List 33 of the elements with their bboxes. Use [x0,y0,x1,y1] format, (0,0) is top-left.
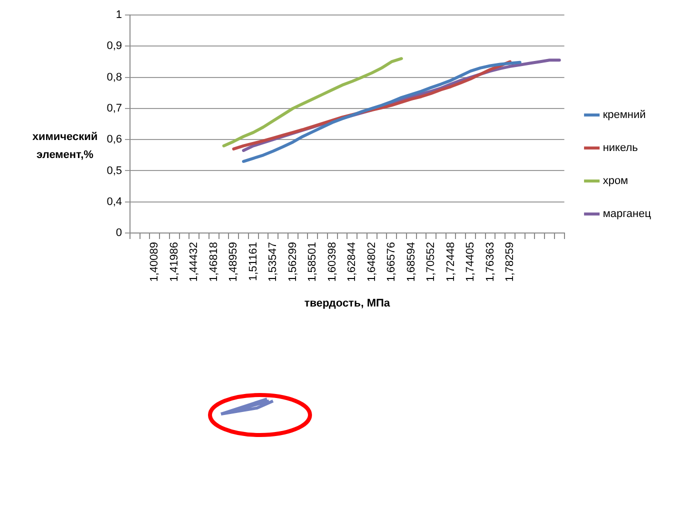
y-axis-title: химический элемент,% [32,130,98,161]
x-tick-label: 1,74405 [464,242,477,282]
y-tick-label: 0 [116,227,122,240]
x-axis-title: твердость, МПа [304,297,391,310]
x-tick-label: 1,64802 [366,242,378,282]
legend-label: никель [602,142,638,154]
x-tick-label: 1,70552 [425,242,438,282]
x-tick-label: 1,58501 [306,242,319,282]
y-tick-label: 0,4 [106,196,122,208]
y-tick-label: 0,5 [106,164,122,177]
y-tick-label: 0,9 [106,40,122,52]
y-tick-label: 0,7 [106,102,122,114]
y-tick-label: 1 [116,9,122,22]
x-tick-label: 1,48959 [228,242,240,282]
x-tick-label: 1,46818 [208,242,220,282]
legend-label: марганец [602,208,652,220]
x-tick-label: 1,44432 [188,242,200,282]
x-tick-label: 1,56299 [286,242,299,282]
x-tick-label: 1,76363 [484,242,496,282]
x-tick-label: 1,66576 [386,242,398,282]
x-tick-label: 1,40089 [148,242,161,282]
x-tick-label: 1,51161 [247,242,260,281]
x-tick-label: 1,72448 [444,242,457,282]
x-tick-label: 1,41986 [168,242,180,282]
x-tick-label: 1,53547 [267,242,280,282]
legend-label: кремний [602,109,646,122]
x-tick-label: 1,68594 [405,242,418,282]
y-tick-label: 0,6 [106,134,122,146]
x-tick-label: 1,62844 [346,242,358,282]
x-tick-label: 1,78259 [504,242,516,282]
y-tick-label: 0,8 [106,71,122,84]
legend-label: хром [602,175,628,188]
x-tick-label: 1,60398 [326,242,338,282]
